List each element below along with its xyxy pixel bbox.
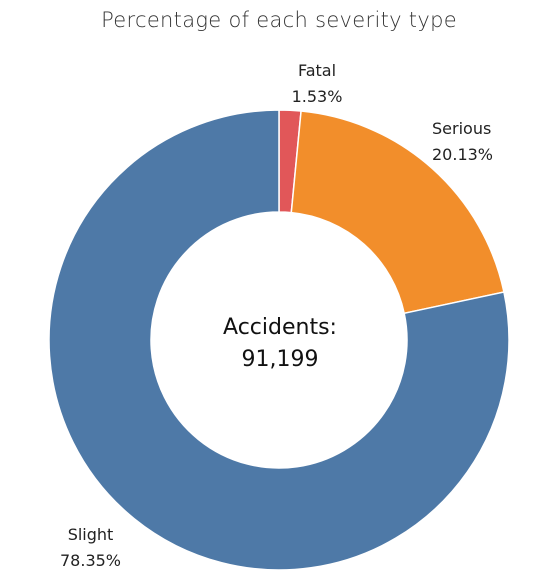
slice-percent-fatal: 1.53%	[291, 87, 343, 106]
center-label: Accidents:	[223, 315, 337, 340]
center-value: 91,199	[241, 347, 319, 372]
slice-label-fatal: Fatal 1.53%	[282, 58, 352, 110]
slice-percent-serious: 20.13%	[432, 145, 494, 164]
chart-title: Percentage of each severity type	[101, 8, 457, 32]
slice-slight	[48, 109, 510, 571]
slice-name-slight: Slight	[67, 525, 114, 544]
slice-label-serious: Serious 20.13%	[432, 116, 493, 168]
slice-name-fatal: Fatal	[297, 61, 337, 80]
slice-serious	[290, 110, 505, 315]
slice-percent-slight: 78.35%	[60, 551, 122, 570]
slice-label-slight: Slight 78.35%	[60, 522, 121, 574]
slice-name-serious: Serious	[432, 119, 492, 138]
